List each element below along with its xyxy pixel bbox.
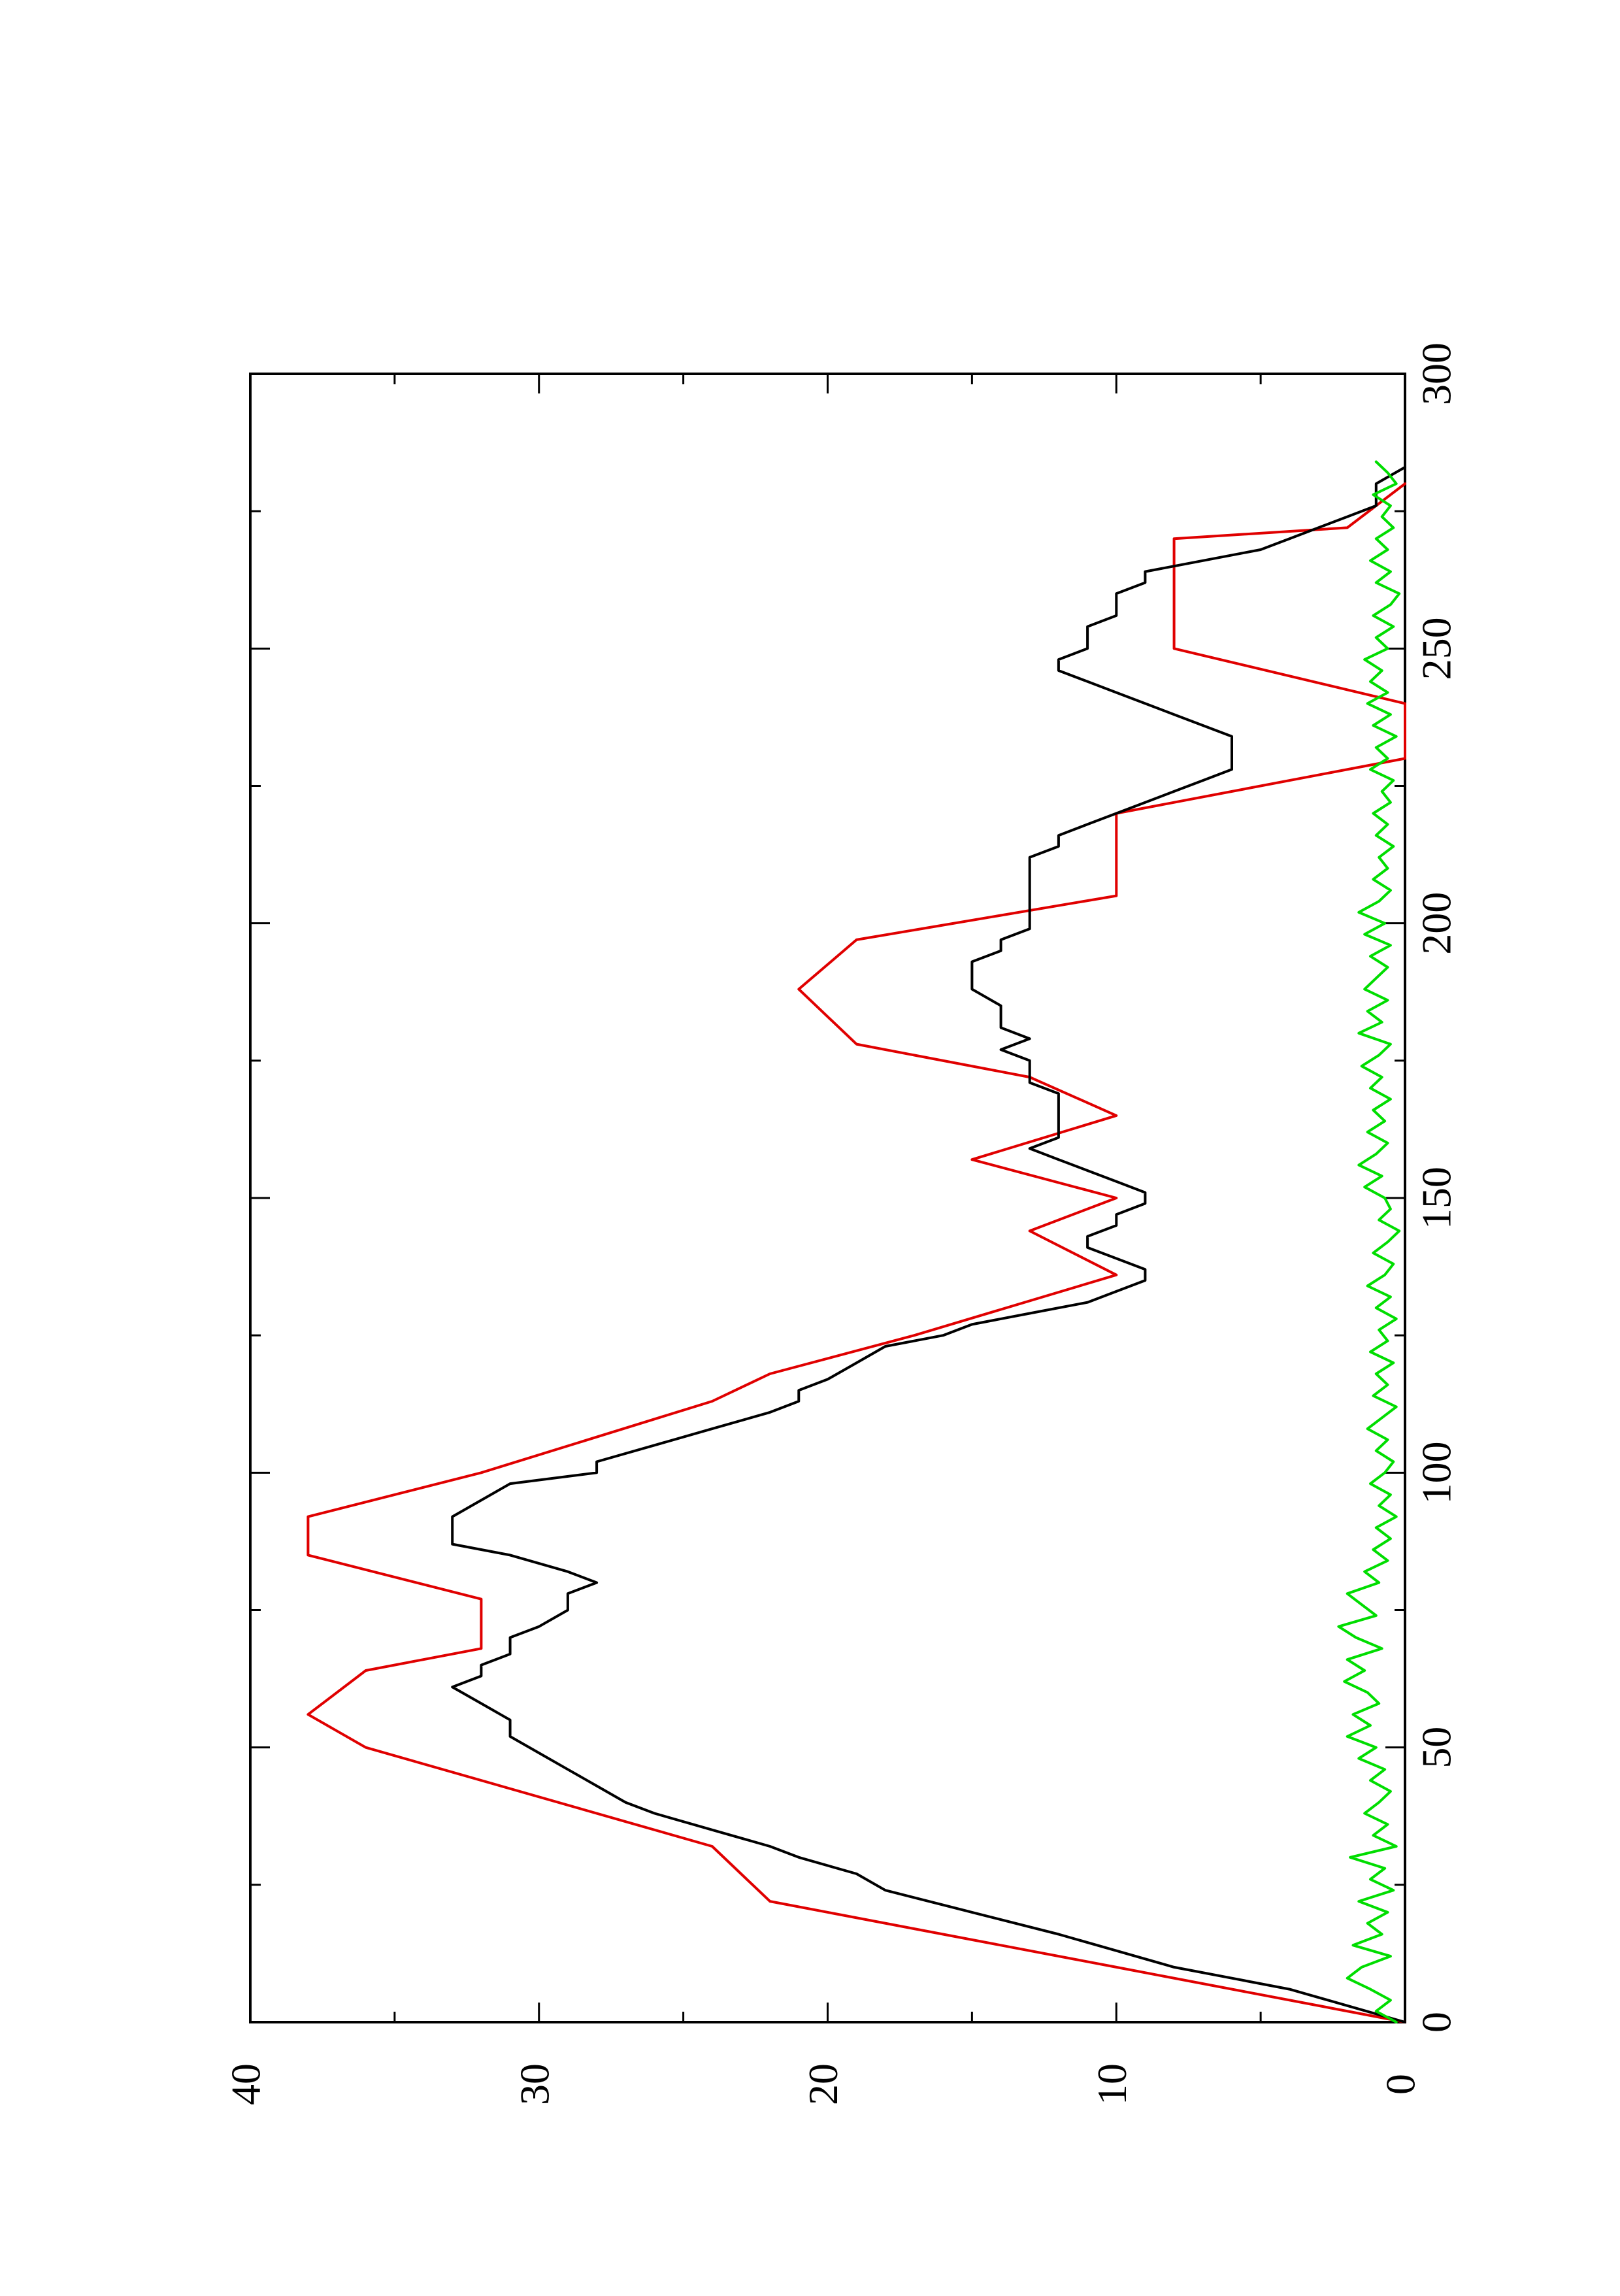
- y-tick-label: 0: [1378, 2074, 1424, 2095]
- x-tick-label: 250: [1413, 617, 1460, 680]
- x-tick-label: 200: [1413, 892, 1460, 955]
- x-tick-label: 300: [1413, 342, 1460, 405]
- y-tick-label: 40: [223, 2063, 269, 2105]
- series-black-line: [451, 465, 1406, 2023]
- y-tick-label: 20: [800, 2063, 846, 2105]
- series-layer: [306, 460, 1406, 2023]
- x-tick-label: 50: [1413, 1727, 1460, 1769]
- x-tick-label: 150: [1413, 1167, 1460, 1229]
- y-tick-label: 10: [1089, 2063, 1135, 2105]
- x-tick-label: 100: [1413, 1441, 1460, 1504]
- series-red-line: [306, 482, 1406, 2023]
- tick-labels-layer: 0 50 100 150 200 250 300 0 10 20 30 40: [223, 342, 1460, 2105]
- y-tick-label: 30: [511, 2063, 557, 2105]
- plot-frame: [249, 373, 1406, 2023]
- x-tick-label: 0: [1413, 2012, 1460, 2033]
- series-green-line: [1337, 460, 1401, 2023]
- ticks-layer: [249, 373, 1406, 2023]
